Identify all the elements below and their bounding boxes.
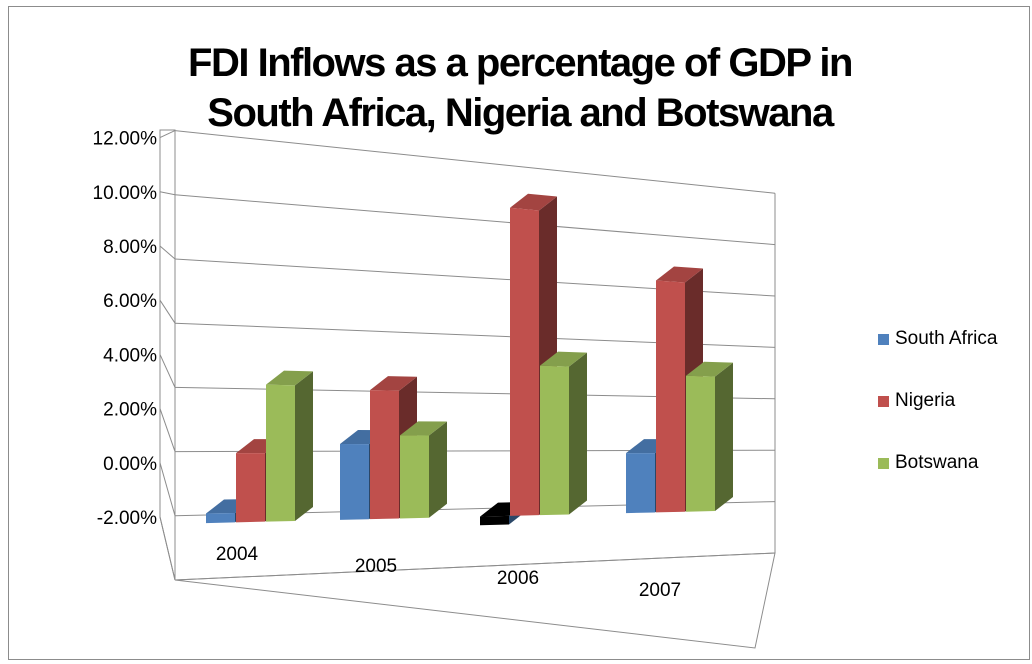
- bar-south-africa-2004: [206, 512, 235, 524]
- gridline: [174, 194, 776, 246]
- y-tick-label: 2.00%: [103, 400, 157, 421]
- bar-top-botswana-2007: [686, 361, 733, 377]
- bar-top-botswana-2004: [266, 370, 313, 386]
- side-gridline: [159, 462, 176, 516]
- legend-item-botswana: Botswana: [878, 432, 997, 494]
- bar-top-nigeria-2007: [656, 266, 703, 283]
- side-wall: [159, 129, 176, 581]
- legend-label-south-africa: South Africa: [895, 328, 998, 349]
- bar-south-africa-2007: [626, 453, 655, 514]
- bar-south-africa-2006: [480, 515, 509, 526]
- y-tick-label: 10.00%: [93, 183, 158, 204]
- bar-side-botswana-2004: [295, 371, 313, 521]
- chart-title: FDI Inflows as a percentage of GDP in So…: [120, 38, 920, 138]
- bar-side-botswana-2005: [429, 421, 447, 518]
- chart-title-line-2: South Africa, Nigeria and Botswana: [207, 91, 834, 135]
- y-tick-label: 0.00%: [103, 454, 157, 475]
- y-tick-label: -2.00%: [97, 508, 157, 529]
- bar-nigeria-2006: [510, 207, 539, 516]
- side-gridline: [159, 516, 176, 581]
- bar-top-botswana-2005: [400, 421, 447, 436]
- bar-top-nigeria-2005: [370, 376, 417, 391]
- bar-botswana-2005: [400, 435, 429, 519]
- x-tick-label-2007: 2007: [639, 580, 681, 601]
- y-tick-label: 12.00%: [93, 129, 158, 150]
- bar-side-botswana-2007: [715, 362, 733, 512]
- bar-botswana-2007: [686, 375, 715, 512]
- legend-swatch-south-africa: [878, 333, 889, 345]
- bar-top-botswana-2006: [540, 351, 587, 367]
- chart-legend: South Africa Nigeria Botswana: [878, 308, 997, 494]
- y-tick-label: 8.00%: [103, 237, 157, 258]
- gridline: [174, 552, 776, 581]
- floor: [174, 552, 776, 649]
- legend-swatch-nigeria: [878, 395, 889, 407]
- legend-item-nigeria: Nigeria: [878, 370, 997, 432]
- bar-nigeria-2004: [236, 453, 265, 523]
- legend-swatch-botswana: [878, 457, 889, 469]
- legend-item-south-africa: South Africa: [878, 308, 997, 370]
- bar-botswana-2004: [266, 384, 295, 522]
- side-gridline: [159, 408, 176, 452]
- gridline: [174, 130, 776, 194]
- bar-nigeria-2007: [656, 280, 685, 513]
- x-tick-label-2005: 2005: [355, 556, 397, 577]
- legend-label-nigeria: Nigeria: [895, 390, 956, 411]
- x-tick-label-2006: 2006: [497, 568, 539, 589]
- y-tick-label: 4.00%: [103, 345, 157, 366]
- y-tick-label: 6.00%: [103, 291, 157, 312]
- side-gridline: [159, 130, 176, 139]
- bar-top-nigeria-2006: [510, 193, 557, 211]
- side-gridline: [159, 191, 176, 196]
- bar-botswana-2006: [540, 365, 569, 516]
- bar-side-botswana-2006: [569, 352, 587, 515]
- chart-title-line-1: FDI Inflows as a percentage of GDP in: [188, 41, 853, 85]
- legend-label-botswana: Botswana: [895, 452, 979, 473]
- x-tick-label-2004: 2004: [216, 544, 259, 565]
- bar-nigeria-2005: [370, 390, 399, 520]
- bar-south-africa-2005: [340, 444, 369, 520]
- side-gridline: [159, 299, 176, 324]
- side-gridline: [159, 245, 176, 260]
- side-gridline: [159, 354, 176, 388]
